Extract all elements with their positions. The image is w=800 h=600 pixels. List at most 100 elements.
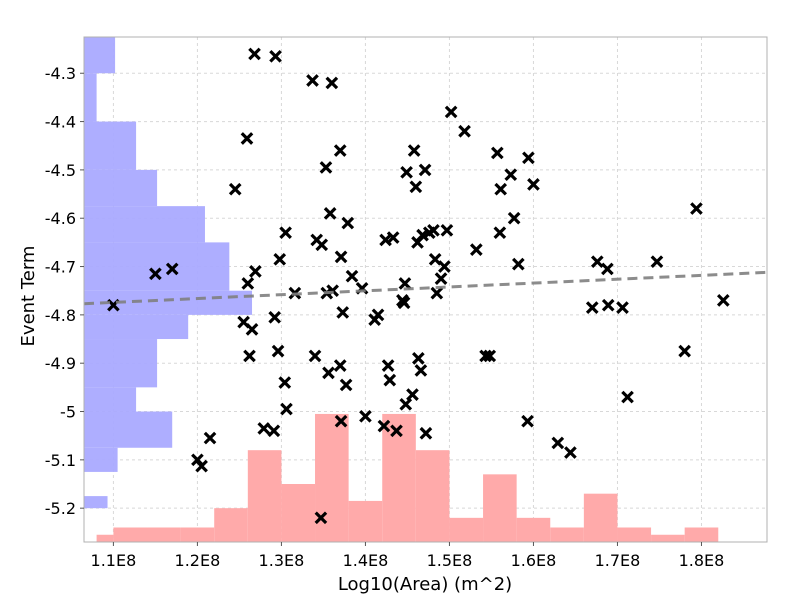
scatter-point bbox=[326, 284, 340, 298]
scatter-point bbox=[339, 378, 353, 392]
scatter-point bbox=[418, 163, 432, 177]
scatter-point bbox=[504, 168, 518, 182]
scatter-point bbox=[341, 216, 355, 230]
scatter-point bbox=[414, 364, 428, 377]
scatter-point bbox=[240, 132, 254, 145]
scatter-point bbox=[616, 301, 629, 314]
x-hist-bar bbox=[483, 474, 517, 542]
x-hist-bar bbox=[147, 527, 181, 542]
y-tick-label: -4.7 bbox=[45, 258, 76, 277]
scatter-point bbox=[333, 359, 347, 372]
scatter-point bbox=[400, 165, 413, 179]
y-hist-bar bbox=[84, 447, 118, 472]
scatter-point bbox=[590, 255, 604, 269]
y-hist-bar bbox=[84, 496, 108, 509]
scatter-point bbox=[398, 277, 412, 290]
x-hist-bar bbox=[348, 500, 383, 542]
scatter-point bbox=[438, 260, 451, 273]
scatter-point bbox=[716, 294, 730, 307]
y-tick-label: -4.3 bbox=[45, 64, 76, 83]
y-hist-bar bbox=[84, 242, 230, 291]
scatter-point bbox=[323, 207, 337, 220]
y-tick-label: -4.4 bbox=[45, 113, 76, 132]
scatter-point bbox=[494, 182, 508, 196]
x-hist-bar bbox=[550, 527, 584, 542]
scatter-point bbox=[386, 231, 400, 244]
scatter-point bbox=[249, 265, 262, 278]
x-hist-bar bbox=[113, 527, 148, 542]
scatter-point bbox=[521, 414, 534, 428]
scatter-point bbox=[383, 373, 397, 387]
x-tick-label: 1.4E8 bbox=[343, 551, 389, 570]
y-tick-label: -4.5 bbox=[45, 161, 76, 180]
x-hist-bar bbox=[516, 517, 551, 542]
gridlines bbox=[84, 37, 767, 542]
y-tick-label: -4.8 bbox=[45, 306, 76, 325]
x-hist-bar bbox=[684, 527, 719, 542]
scatter-point bbox=[381, 359, 395, 372]
scatter-point bbox=[203, 431, 217, 445]
y-tick-label: -4.9 bbox=[45, 354, 76, 373]
scatter-point bbox=[483, 349, 497, 363]
scatter-point bbox=[507, 211, 521, 225]
scatter-point bbox=[650, 255, 664, 269]
trend-line-group bbox=[83, 270, 768, 306]
scatter-point bbox=[399, 397, 413, 411]
scatter-point bbox=[371, 308, 385, 322]
scatter-point bbox=[319, 161, 333, 174]
scatter-point bbox=[280, 402, 293, 416]
x-tick-label: 1.7E8 bbox=[595, 551, 641, 570]
scatter-point bbox=[430, 286, 444, 300]
scatter-point bbox=[345, 269, 359, 283]
scatter-point bbox=[601, 262, 614, 276]
scatter-point bbox=[412, 352, 425, 365]
x-hist-bar bbox=[617, 527, 652, 542]
scatter-point bbox=[585, 301, 599, 314]
x-hist-bar bbox=[214, 508, 248, 542]
scatter-point bbox=[306, 74, 319, 87]
scatter-point bbox=[407, 144, 421, 157]
scatter-point bbox=[248, 47, 261, 61]
scatter-point bbox=[334, 414, 348, 428]
x-hist-bar bbox=[180, 527, 215, 542]
scatter-point bbox=[334, 250, 348, 264]
y-tick-label: -5.1 bbox=[45, 451, 76, 470]
scatter-point bbox=[315, 238, 329, 252]
scatter-point bbox=[440, 223, 454, 237]
scatter-point bbox=[165, 262, 179, 276]
y-tick-label: -4.6 bbox=[45, 209, 76, 228]
scatter-point bbox=[397, 296, 411, 310]
scatter-point bbox=[314, 511, 328, 525]
scatter-point bbox=[522, 151, 535, 165]
scatter-point bbox=[245, 323, 259, 336]
scatter-point bbox=[228, 182, 242, 196]
plot-frame bbox=[83, 36, 768, 543]
x-hist-bar bbox=[449, 517, 484, 542]
scatter-point bbox=[511, 257, 525, 271]
scatter-points bbox=[107, 47, 730, 525]
y-hist-bar bbox=[84, 37, 116, 74]
x-tick-label: 1.1E8 bbox=[91, 551, 137, 570]
scatter-point bbox=[621, 390, 634, 404]
y-axis-ticks: -4.3 -4.4 -4.5 -4.6 -4.7 -4.8 -4.9 -5 -5.1 -5.2 bbox=[45, 64, 84, 518]
scatter-point bbox=[273, 252, 287, 266]
scatter-point bbox=[267, 424, 281, 438]
scatter-point bbox=[409, 180, 423, 194]
scatter-point bbox=[271, 344, 285, 358]
scatter-point bbox=[377, 419, 391, 433]
scatter-point bbox=[278, 376, 292, 389]
y-hist-bar bbox=[84, 387, 137, 412]
y-hist-bar bbox=[84, 206, 205, 243]
x-hist-bar bbox=[281, 484, 316, 542]
y-hist-bar bbox=[84, 169, 158, 207]
scatter-point bbox=[195, 459, 208, 473]
scatter-point bbox=[333, 144, 347, 157]
scatter-point bbox=[149, 267, 162, 281]
scatter-point bbox=[419, 426, 433, 440]
scatter-point bbox=[406, 388, 419, 401]
scatter-point bbox=[444, 105, 458, 119]
x-tick-label: 1.6E8 bbox=[511, 551, 557, 570]
trend-line bbox=[83, 270, 768, 306]
x-tick-label: 1.5E8 bbox=[427, 551, 473, 570]
